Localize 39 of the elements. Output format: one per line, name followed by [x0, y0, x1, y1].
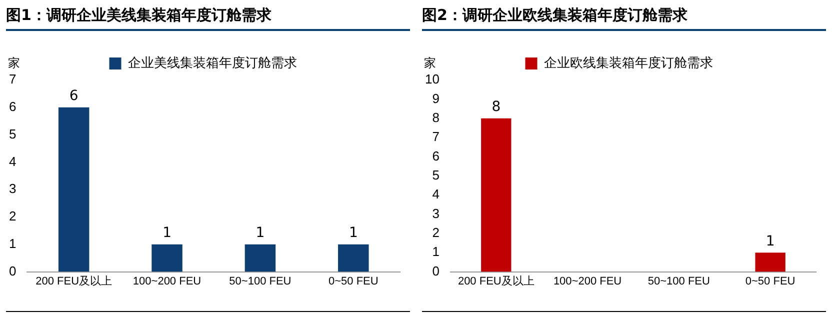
- x-tick-label: 0~50 FEU: [328, 275, 378, 288]
- y-tick-label: 0: [8, 263, 16, 278]
- y-tick-label: 4: [8, 154, 16, 169]
- y-tick-label: 5: [432, 167, 440, 182]
- data-label: 1: [162, 225, 172, 242]
- x-tick-label: 0~50 FEU: [745, 275, 796, 288]
- y-tick-label: 2: [432, 225, 440, 240]
- y-tick-label: 0: [432, 263, 440, 278]
- y-tick-label: 6: [432, 148, 440, 164]
- x-tick-label: 50~100 FEU: [648, 275, 710, 288]
- y-tick-label: 10: [424, 72, 440, 87]
- y-tick-label: 1: [8, 236, 16, 251]
- y-axis-title: 家: [8, 56, 20, 70]
- y-tick-label: 9: [432, 90, 440, 106]
- y-tick-label: 6: [8, 98, 16, 114]
- y-axis-title: 家: [424, 56, 436, 70]
- x-tick-label: 50~100 FEU: [229, 275, 292, 288]
- x-tick-label: 200 FEU及以上: [36, 274, 112, 288]
- y-tick-label: 4: [432, 186, 440, 202]
- data-label: 6: [69, 88, 78, 104]
- y-tick-label: 3: [8, 181, 16, 196]
- y-tick-label: 5: [8, 126, 16, 142]
- x-tick-label: 100~200 FEU: [132, 275, 202, 288]
- chart-title: 图1：调研企业美线集装箱年度订舱需求: [6, 4, 410, 31]
- x-tick-label: 100~200 FEU: [553, 275, 622, 288]
- y-tick-label: 1: [432, 244, 440, 260]
- y-tick-label: 7: [8, 72, 16, 87]
- data-label: 1: [766, 233, 775, 250]
- data-label: 1: [348, 225, 358, 242]
- y-tick-label: 2: [8, 208, 16, 224]
- y-tick-label: 8: [432, 110, 440, 125]
- legend-label: 企业欧线集装箱年度订舱需求: [544, 54, 713, 71]
- chart-title: 图2：调研企业欧线集装箱年度订舱需求: [422, 4, 826, 31]
- data-label: 8: [492, 99, 501, 115]
- y-tick-label: 3: [432, 206, 440, 221]
- x-tick-label: 200 FEU及以上: [458, 274, 534, 288]
- y-tick-label: 7: [432, 129, 440, 144]
- data-label: 1: [256, 225, 265, 242]
- legend-label: 企业美线集装箱年度订舱需求: [128, 54, 297, 71]
